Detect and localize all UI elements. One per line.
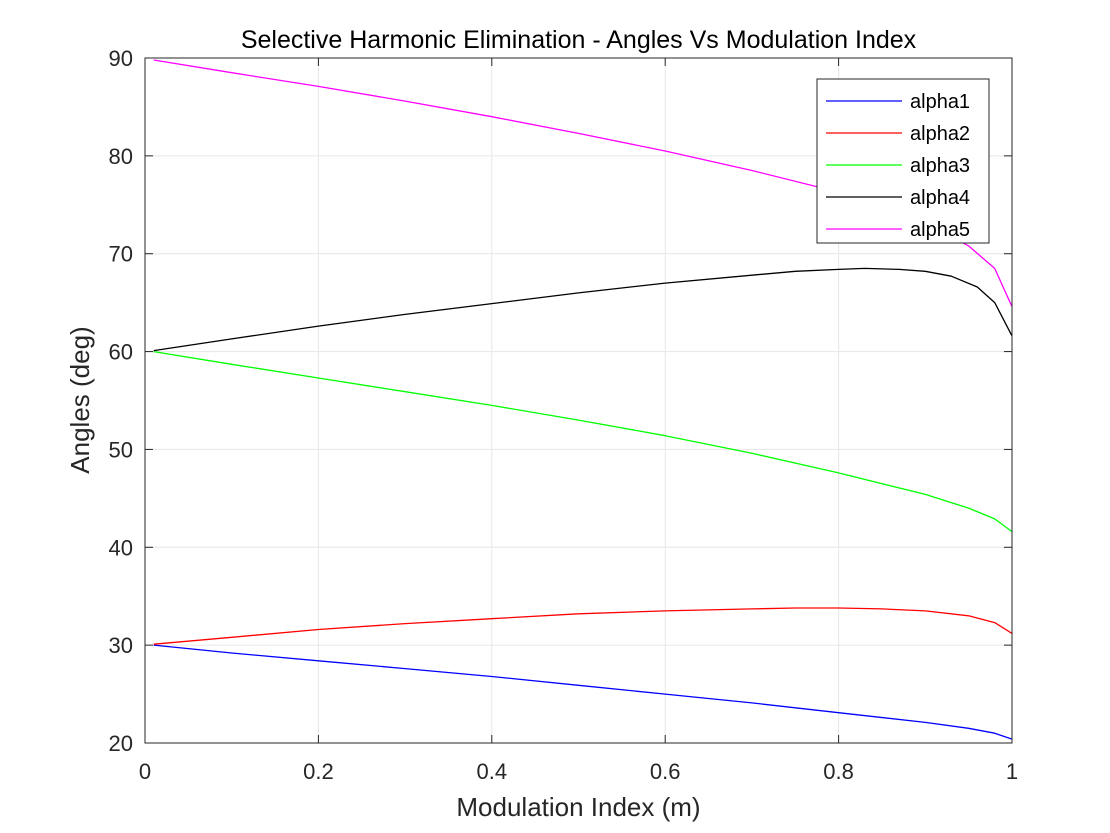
series-lines [153,59,1013,740]
x-tick-label: 1 [1006,759,1018,784]
legend-label-alpha3: alpha3 [910,155,970,177]
series-line-alpha1 [153,644,1013,740]
x-axis-title: Modulation Index (m) [456,792,700,822]
y-tick-labels: 20 30 40 50 60 70 80 90 [109,46,133,756]
ticks [144,57,1013,744]
y-tick-label: 60 [109,340,133,365]
y-tick-label: 40 [109,535,133,560]
legend-label-alpha2: alpha2 [910,123,970,145]
legend-label-alpha1: alpha1 [910,91,970,113]
x-tick-label: 0 [139,759,151,784]
series-line-alpha5 [153,59,1013,307]
axes-box [144,57,1013,744]
series-line-alpha4 [153,267,1013,352]
x-tick-labels: 0 0.2 0.4 0.6 0.8 1 [139,759,1018,784]
y-tick-label: 50 [109,437,133,462]
legend: alpha1 alpha2 alpha3 alpha4 alpha5 [816,78,990,244]
x-tick-label: 0.2 [303,759,334,784]
y-axis-title: Angles (deg) [65,326,95,473]
legend-box [816,78,990,244]
series-line-alpha2 [153,607,1013,645]
y-tick-label: 90 [109,46,133,71]
x-tick-label: 0.8 [823,759,854,784]
series-line-alpha3 [153,350,1013,533]
y-tick-label: 20 [109,731,133,756]
y-tick-label: 70 [109,242,133,267]
legend-label-alpha4: alpha4 [910,187,970,209]
y-tick-label: 30 [109,633,133,658]
chart-title: Selective Harmonic Elimination - Angles … [241,26,917,54]
x-tick-label: 0.6 [650,759,681,784]
legend-label-alpha5: alpha5 [910,219,970,241]
legend-entries: alpha1 alpha2 alpha3 alpha4 alpha5 [826,91,970,241]
x-tick-label: 0.4 [477,759,508,784]
y-tick-label: 80 [109,144,133,169]
